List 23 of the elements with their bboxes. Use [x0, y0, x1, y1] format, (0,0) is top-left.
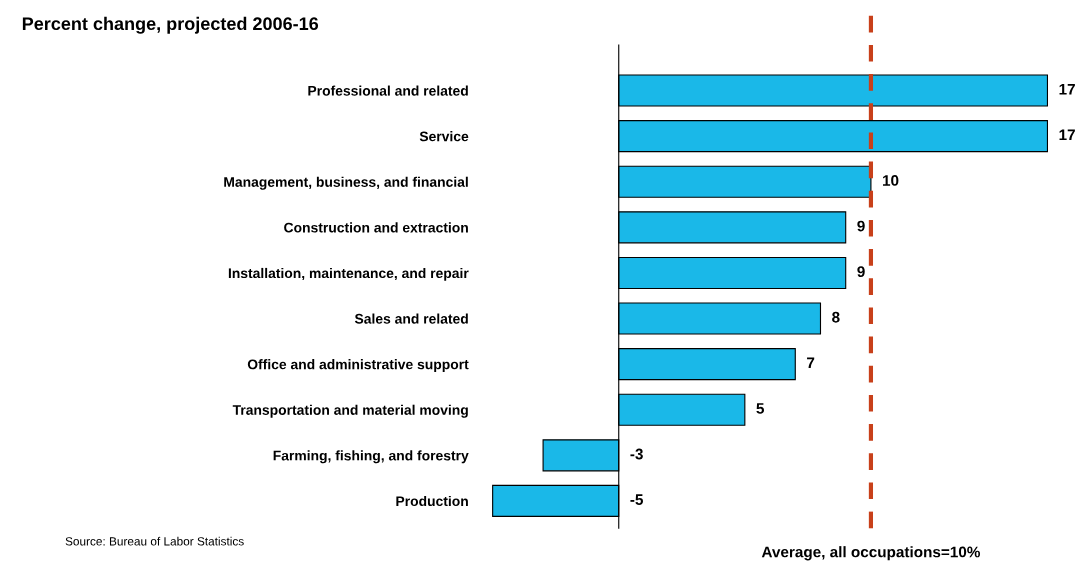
y-tick-label: Construction and extraction — [284, 222, 468, 233]
y-tick-label: Management, business, and financial — [224, 176, 468, 190]
data-label: 5 — [756, 403, 765, 414]
data-label: -5 — [630, 494, 644, 506]
y-tick-label: Installation, maintenance, and repair — [228, 267, 469, 281]
data-label: 17 — [1059, 84, 1075, 95]
text: Percent change, projected 2006-16 — [22, 16, 319, 34]
y-tick-label: Transportation and material moving — [232, 404, 468, 418]
data-label: 9 — [857, 266, 865, 278]
y-tick-label: Professional and related — [308, 85, 468, 96]
y-tick-label: Production — [396, 495, 468, 507]
data-label: 8 — [832, 311, 840, 323]
y-tick-label: Office and administrative support — [247, 359, 469, 373]
ref-line-label: Average, all occupations=10% — [761, 546, 980, 561]
y-tick-label: Sales and related — [354, 313, 468, 324]
y-tick-label: Service — [419, 131, 469, 142]
data-label: 7 — [807, 357, 815, 369]
source-note: Source: Bureau of Labor Statistics — [65, 536, 244, 546]
data-label: 10 — [883, 175, 899, 186]
data-label: 9 — [857, 220, 865, 232]
data-label: -3 — [630, 448, 643, 460]
y-tick-label: Farming, fishing, and forestry — [273, 450, 469, 464]
data-label: 17 — [1059, 129, 1075, 141]
